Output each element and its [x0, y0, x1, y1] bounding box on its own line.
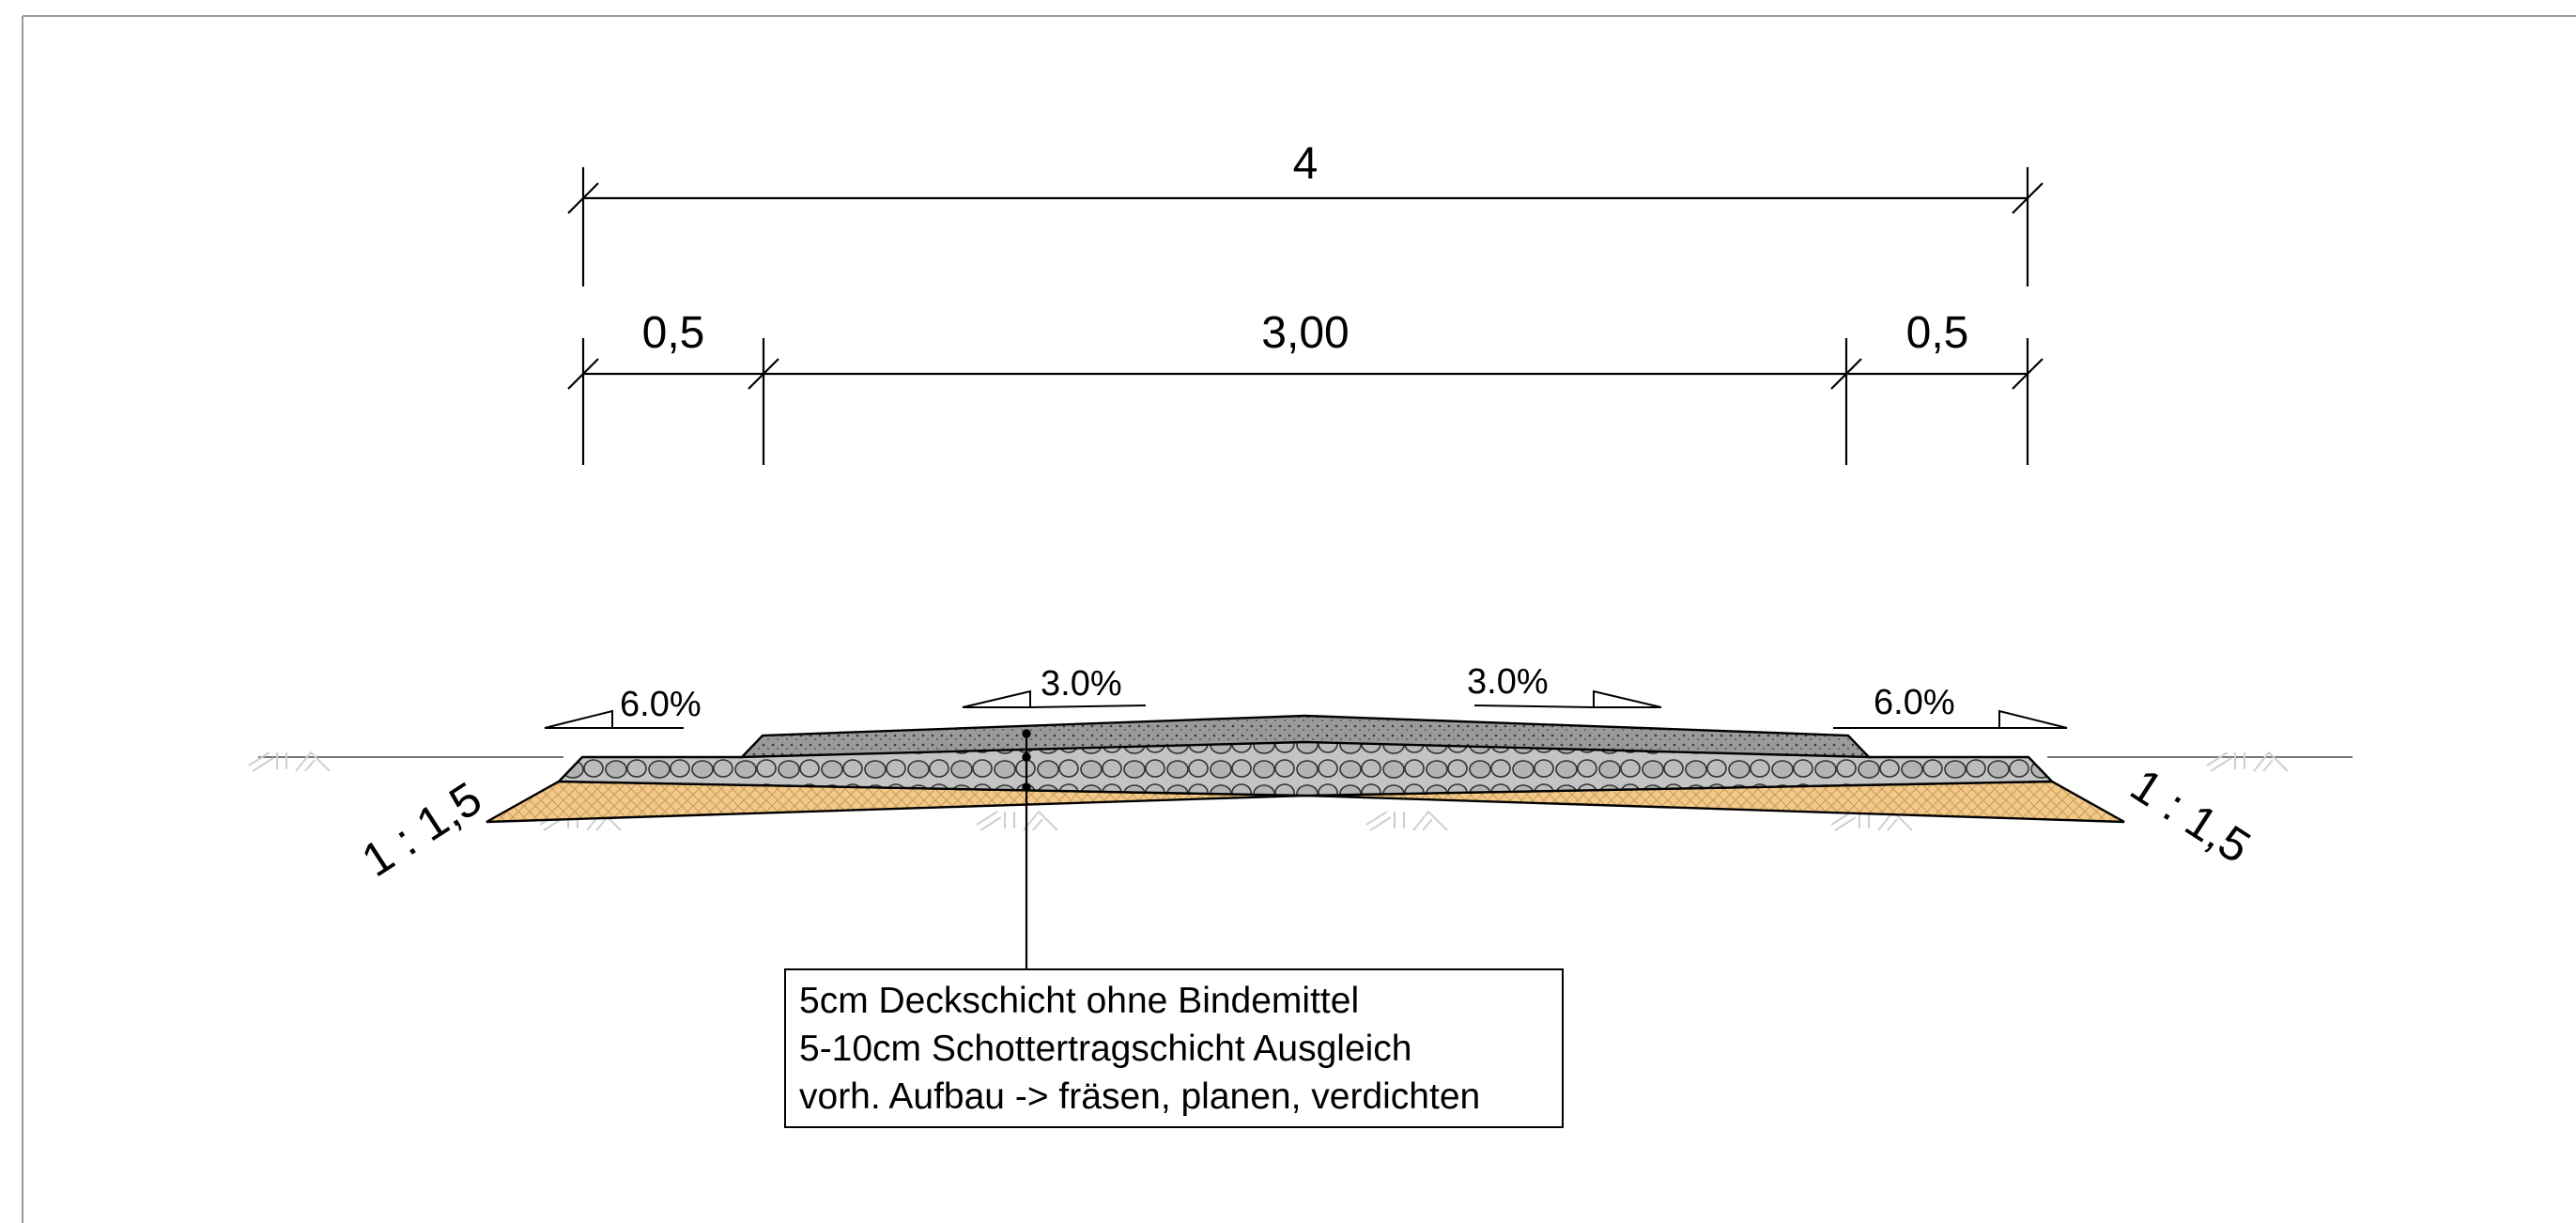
- layer-note-line-2: 5-10cm Schottertragschicht Ausgleich: [799, 1029, 1412, 1069]
- slope-arrow-right-lane: [1473, 689, 1662, 708]
- slope-right-shoulder-label: 6.0%: [1874, 683, 1955, 722]
- dimension-left-shoulder-label: 0,5: [642, 308, 705, 358]
- slope-left-shoulder-label: 6.0%: [620, 685, 702, 724]
- slope-right-lane-label: 3.0%: [1467, 662, 1549, 702]
- slope-left-lane-label: 3.0%: [1041, 664, 1122, 704]
- layer-note-line-1: 5cm Deckschicht ohne Bindemittel: [799, 981, 1359, 1021]
- dimension-chain-parts: [567, 338, 2044, 465]
- dimension-right-shoulder-label: 0,5: [1906, 308, 1969, 358]
- layer-note-line-3: vorh. Aufbau -> fräsen, planen, verdicht…: [799, 1076, 1480, 1117]
- dimension-total: [567, 167, 2044, 286]
- dimension-total-label: 4: [1293, 139, 1319, 189]
- layer-callout-leader: [1022, 729, 1031, 969]
- slope-arrow-left-lane: [962, 689, 1147, 708]
- slope-arrow-right-shoulder: [1833, 709, 2068, 729]
- dimension-carriageway-label: 3,00: [1261, 308, 1349, 358]
- drawing-frame: [22, 15, 2576, 1223]
- layer-note-box: [784, 968, 1564, 1128]
- embankment-ratio-left: 1 : 1,5: [352, 772, 490, 888]
- surface-layer: [739, 714, 1872, 759]
- embankment-ratio-right: 1 : 1,5: [2121, 758, 2260, 874]
- slope-arrow-left-shoulder: [544, 709, 684, 729]
